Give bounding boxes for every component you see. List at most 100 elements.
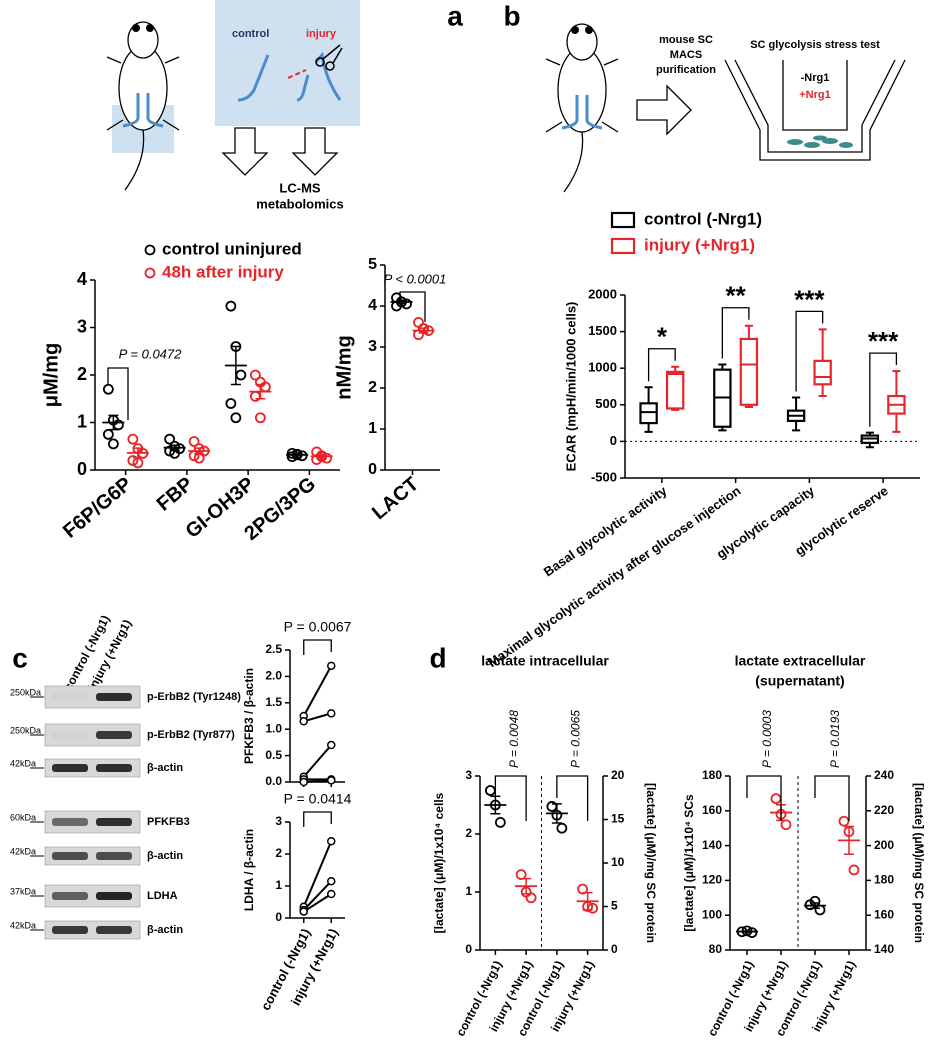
y-tick-label: 2	[465, 826, 472, 840]
row-label: β-actin	[147, 762, 183, 774]
blot-band	[96, 693, 132, 701]
data-point	[780, 819, 792, 831]
error-bar	[108, 414, 119, 431]
data-point	[249, 369, 261, 381]
legend-marker	[144, 267, 156, 279]
error-bar	[844, 825, 854, 856]
y-tick-label: 80	[709, 942, 723, 956]
y-tick-label: 160	[702, 803, 722, 817]
significance-bracket	[746, 775, 782, 821]
y-tick-label: 0	[368, 461, 377, 478]
data-point	[494, 817, 506, 828]
mouse-legs	[106, 56, 180, 131]
size-marker: 60kDa	[10, 812, 36, 822]
data-point	[127, 455, 139, 466]
y2-tick-label: 5	[611, 899, 618, 913]
data-point	[299, 777, 308, 787]
data-point	[556, 822, 568, 834]
significance-bracket	[647, 348, 676, 382]
y2-axis-title: [lactate] (μM)/mg SC protein	[644, 783, 658, 943]
mouse-ear	[132, 24, 140, 32]
p-value: P = 0.0414	[284, 791, 352, 807]
data-point	[164, 445, 176, 457]
blot-strip	[44, 810, 141, 834]
y2-tick-label: 160	[874, 907, 894, 921]
paired-line	[303, 893, 332, 913]
y-tick-label: 0.5	[265, 748, 282, 762]
p-value: P = 0.0472	[119, 346, 183, 361]
mouse-tail	[563, 131, 584, 193]
error-bar	[551, 803, 562, 824]
legend-marker	[144, 244, 156, 256]
size-marker: 250kDa	[10, 687, 41, 697]
error-bar	[810, 902, 820, 909]
y-tick-label: 4	[77, 269, 87, 289]
y-tick-label: 3	[77, 316, 87, 336]
significance-bracket	[795, 310, 824, 392]
significance-bracket	[869, 352, 898, 427]
y-tick-label: 3	[465, 768, 472, 782]
p-value: P = 0.0048	[507, 710, 521, 768]
y-tick-label: 2	[275, 846, 282, 860]
label: SC glycolysis stress test	[750, 39, 880, 51]
y-tick-label: 120	[702, 873, 722, 887]
panel-label: d	[429, 642, 446, 673]
paired-line	[303, 779, 332, 783]
blot-band	[96, 818, 132, 826]
label: MACS	[670, 49, 702, 61]
blot-band	[52, 731, 88, 739]
y-tick-label: 1	[465, 884, 472, 898]
y-axis-title: nM/mg	[333, 335, 355, 399]
data-point	[107, 438, 119, 450]
data-point	[327, 709, 336, 718]
blot-band	[96, 926, 132, 934]
arrow	[221, 127, 269, 176]
data-point	[188, 436, 200, 447]
y-tick-label: 2.0	[265, 669, 282, 683]
cells	[787, 135, 853, 148]
y2-tick-label: 200	[874, 838, 894, 852]
y-axis-title: μM/mg	[40, 343, 62, 407]
legend-label: 48h after injury	[162, 262, 284, 281]
error-bar	[194, 447, 205, 455]
data-point	[413, 329, 424, 341]
data-point	[770, 793, 782, 805]
blot-band	[96, 892, 132, 900]
paired-line	[302, 840, 333, 908]
y-tick-label: 500	[595, 396, 617, 411]
arrow	[636, 84, 692, 136]
y-axis-title: ECAR (mpH/min/1000 cells)	[563, 302, 578, 472]
error-bar	[169, 444, 180, 451]
significance-bracket	[107, 367, 129, 420]
significance-bracket	[814, 775, 850, 821]
label: mouse SC	[659, 34, 713, 46]
label: -Nrg1	[801, 72, 830, 84]
y2-tick-label: 20	[611, 768, 625, 782]
size-marker: 42kDa	[10, 920, 36, 930]
significance-bracket	[399, 291, 426, 322]
label: control	[232, 28, 269, 40]
mouse-ear	[571, 26, 579, 34]
label: LC-MS	[279, 180, 320, 195]
blot-band	[52, 764, 88, 772]
sample-box	[215, 0, 360, 126]
y-tick-label: 1.0	[265, 721, 282, 735]
significance-bracket	[556, 775, 589, 821]
y-tick-label: 0	[275, 910, 282, 924]
legend-label: injury (+Nrg1)	[644, 235, 755, 254]
blot-strip	[44, 758, 141, 778]
p-value: P < 0.0001	[384, 271, 447, 286]
y-tick-label: 0	[77, 459, 87, 479]
x-tick-label: F6P/G6P	[59, 473, 136, 543]
data-point	[254, 412, 266, 424]
x-tick-label: Maximal glycolytic activity after glucos…	[485, 483, 743, 670]
significance-bracket	[494, 775, 527, 821]
blot-strip	[44, 884, 141, 908]
p-value: P = 0.0193	[828, 710, 842, 768]
paired-line	[303, 880, 332, 911]
y-tick-label: 5	[368, 256, 377, 273]
p-value: P = 0.0065	[568, 710, 582, 768]
label: injury	[306, 28, 337, 40]
box	[665, 370, 685, 410]
data-point	[525, 892, 537, 904]
